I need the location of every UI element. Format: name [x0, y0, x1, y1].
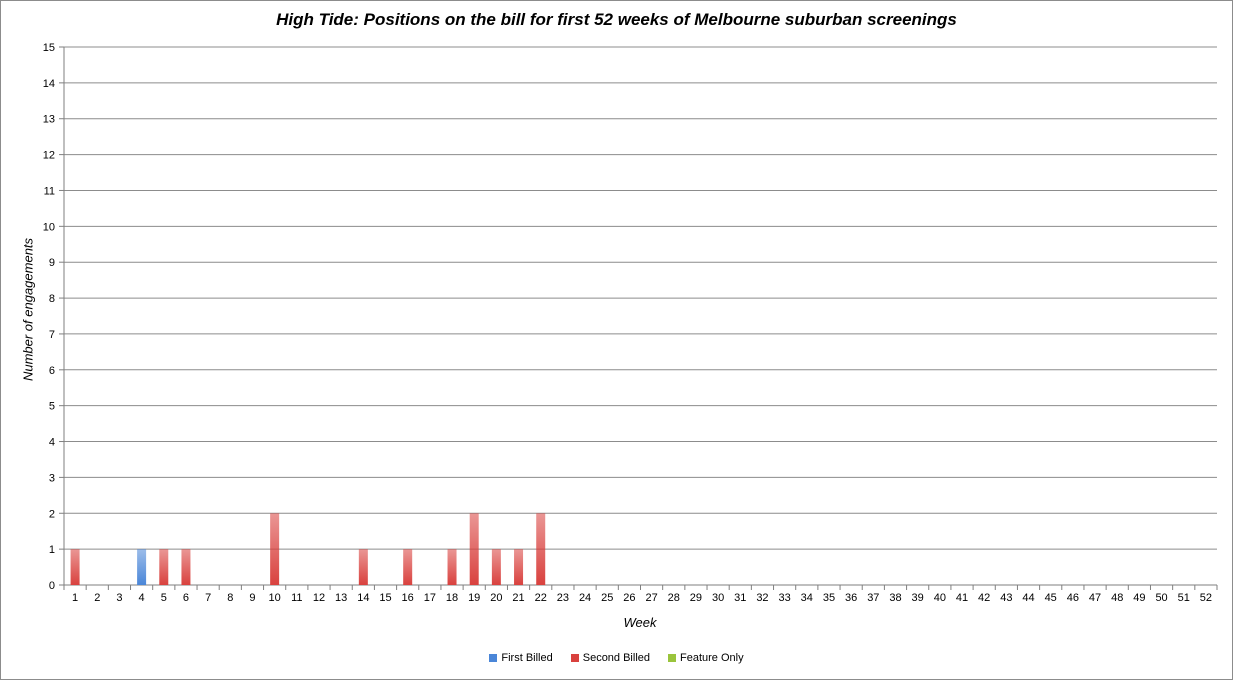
y-tick-label-7: 7 [49, 329, 55, 341]
x-tick-label-8: 8 [227, 592, 233, 604]
y-tick-label-4: 4 [49, 437, 55, 449]
legend-label: First Billed [501, 652, 553, 664]
x-tick-label-16: 16 [402, 592, 414, 604]
x-tick-label-9: 9 [249, 592, 255, 604]
bar-second-billed-week-1 [70, 549, 80, 585]
x-tick-label-4: 4 [139, 592, 145, 604]
y-tick-label-1: 1 [49, 544, 55, 556]
x-tick-label-31: 31 [734, 592, 746, 604]
chart-title: High Tide: Positions on the bill for fir… [276, 10, 957, 29]
bar-second-billed-week-6 [181, 549, 191, 585]
x-tick-label-17: 17 [424, 592, 436, 604]
legend-label: Feature Only [680, 652, 744, 664]
y-tick-label-10: 10 [43, 221, 55, 233]
y-tick-label-3: 3 [49, 472, 55, 484]
x-tick-label-18: 18 [446, 592, 458, 604]
x-tick-label-34: 34 [801, 592, 813, 604]
x-tick-label-35: 35 [823, 592, 835, 604]
x-tick-label-44: 44 [1022, 592, 1034, 604]
x-tick-label-21: 21 [512, 592, 524, 604]
x-tick-label-43: 43 [1000, 592, 1012, 604]
y-tick-label-12: 12 [43, 150, 55, 162]
x-tick-label-33: 33 [779, 592, 791, 604]
y-tick-label-15: 15 [43, 42, 55, 54]
y-tick-label-6: 6 [49, 365, 55, 377]
x-tick-label-6: 6 [183, 592, 189, 604]
x-tick-label-26: 26 [623, 592, 635, 604]
x-tick-label-36: 36 [845, 592, 857, 604]
x-axis-label: Week [623, 615, 657, 630]
x-tick-label-22: 22 [535, 592, 547, 604]
x-tick-label-30: 30 [712, 592, 724, 604]
x-tick-label-39: 39 [912, 592, 924, 604]
x-tick-label-14: 14 [357, 592, 369, 604]
x-tick-label-1: 1 [72, 592, 78, 604]
x-tick-label-19: 19 [468, 592, 480, 604]
x-tick-label-48: 48 [1111, 592, 1123, 604]
y-tick-label-8: 8 [49, 293, 55, 305]
y-tick-label-14: 14 [43, 78, 55, 90]
y-tick-label-13: 13 [43, 114, 55, 126]
x-tick-label-47: 47 [1089, 592, 1101, 604]
bar-second-billed-week-18 [447, 549, 457, 585]
x-tick-label-13: 13 [335, 592, 347, 604]
legend-item-feature-only: Feature Only [668, 652, 744, 664]
y-tick-label-0: 0 [49, 580, 55, 592]
x-tick-label-40: 40 [934, 592, 946, 604]
x-tick-label-7: 7 [205, 592, 211, 604]
x-tick-label-3: 3 [116, 592, 122, 604]
x-tick-label-10: 10 [269, 592, 281, 604]
bar-second-billed-week-22 [536, 513, 546, 585]
x-tick-label-25: 25 [601, 592, 613, 604]
x-tick-label-51: 51 [1178, 592, 1190, 604]
legend-item-first-billed: First Billed [489, 652, 553, 664]
bar-second-billed-week-5 [159, 549, 169, 585]
x-tick-label-2: 2 [94, 592, 100, 604]
x-tick-label-27: 27 [645, 592, 657, 604]
x-tick-label-20: 20 [490, 592, 502, 604]
x-tick-label-52: 52 [1200, 592, 1212, 604]
bar-second-billed-week-10 [270, 513, 280, 585]
legend-swatch [489, 654, 498, 662]
x-tick-label-37: 37 [867, 592, 879, 604]
x-tick-label-24: 24 [579, 592, 591, 604]
bar-second-billed-week-14 [358, 549, 368, 585]
x-tick-label-41: 41 [956, 592, 968, 604]
bar-first-billed-week-4 [137, 549, 147, 585]
x-tick-label-23: 23 [557, 592, 569, 604]
x-tick-label-11: 11 [291, 592, 302, 604]
x-tick-label-32: 32 [756, 592, 768, 604]
x-tick-label-28: 28 [668, 592, 680, 604]
x-tick-label-29: 29 [690, 592, 702, 604]
x-tick-label-50: 50 [1155, 592, 1167, 604]
x-tick-label-46: 46 [1067, 592, 1079, 604]
legend-item-second-billed: Second Billed [570, 652, 651, 664]
y-tick-label-2: 2 [49, 508, 55, 520]
bar-second-billed-week-16 [403, 549, 413, 585]
y-tick-label-11: 11 [44, 185, 55, 197]
bar-second-billed-week-20 [491, 549, 501, 585]
x-tick-label-49: 49 [1133, 592, 1145, 604]
x-tick-label-15: 15 [379, 592, 391, 604]
bar-second-billed-week-19 [469, 513, 479, 585]
y-tick-label-9: 9 [49, 257, 55, 269]
legend-swatch [668, 654, 677, 662]
x-tick-label-5: 5 [161, 592, 167, 604]
x-tick-label-42: 42 [978, 592, 990, 604]
legend-label: Second Billed [582, 652, 651, 664]
legend: First Billed Second Billed Feature Only [0, 652, 1233, 664]
x-tick-label-12: 12 [313, 592, 325, 604]
bar-second-billed-week-21 [514, 549, 524, 585]
x-tick-label-45: 45 [1045, 592, 1057, 604]
legend-swatch [570, 654, 579, 662]
y-tick-label-5: 5 [49, 401, 55, 413]
x-tick-label-38: 38 [889, 592, 901, 604]
